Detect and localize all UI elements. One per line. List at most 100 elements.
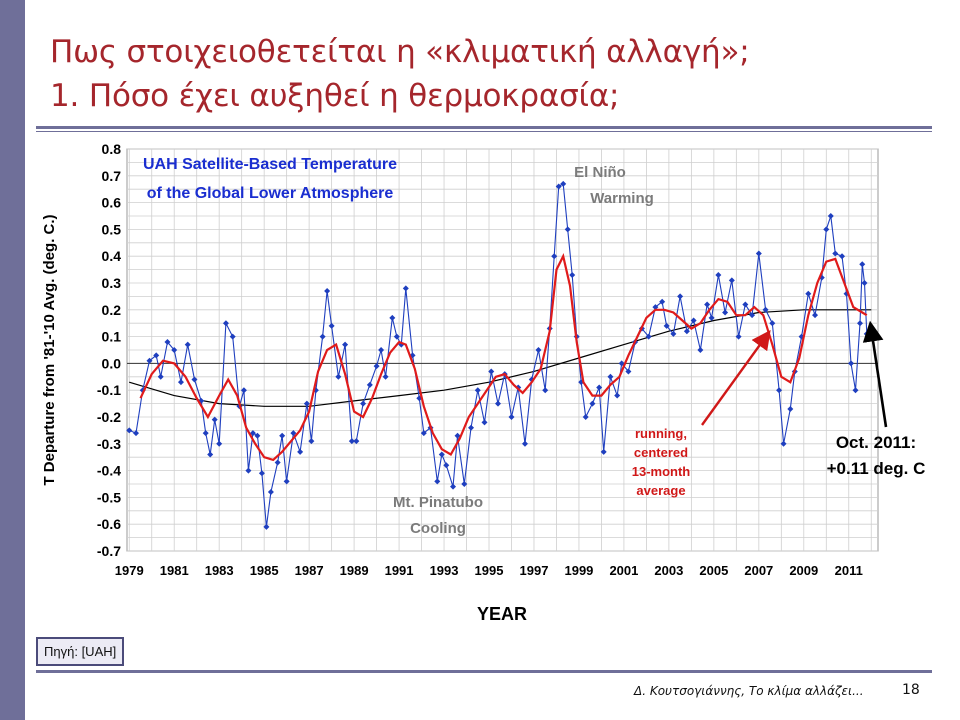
- monthly-point: [596, 384, 603, 391]
- y-tick-label: -0.4: [97, 463, 121, 479]
- y-tick-label: 0.8: [102, 141, 122, 157]
- y-tick-label: -0.2: [97, 409, 121, 425]
- monthly-point: [303, 400, 310, 407]
- x-tick-label: 2009: [789, 563, 818, 578]
- running-average-label-line-2: centered: [634, 445, 688, 460]
- y-tick-label: -0.1: [97, 382, 121, 398]
- monthly-point: [353, 438, 360, 445]
- monthly-point: [690, 317, 697, 324]
- y-tick-label: 0.3: [102, 275, 122, 291]
- monthly-point: [625, 368, 632, 375]
- running-average-arrow: [701, 330, 771, 426]
- y-tick-label: 0.7: [102, 168, 122, 184]
- x-tick-label: 1993: [430, 563, 459, 578]
- running-average-label-line-1: running,: [635, 426, 687, 441]
- monthly-point: [582, 414, 589, 420]
- monthly-point: [402, 285, 409, 292]
- monthly-point: [787, 405, 794, 412]
- monthly-point: [488, 368, 495, 375]
- x-tick-label: 1987: [295, 563, 324, 578]
- el-nino-label-line-2: Warming: [590, 190, 654, 207]
- monthly-point: [191, 376, 198, 383]
- monthly-point: [614, 392, 621, 399]
- monthly-point: [589, 400, 596, 407]
- monthly-point: [722, 309, 729, 316]
- y-tick-label: 0.0: [102, 355, 122, 371]
- x-tick-label: 1999: [564, 563, 593, 578]
- monthly-point: [823, 226, 830, 233]
- monthly-point: [438, 451, 445, 458]
- monthly-point: [157, 373, 164, 380]
- monthly-point: [715, 271, 722, 278]
- monthly-point: [776, 387, 783, 394]
- monthly-point: [780, 440, 787, 447]
- temperature-chart: 0.8 0.7 0.6 0.5 0.4 0.3 0.2 0.1 0.0 -0.1 -0.2 -0.3 -…: [41, 141, 926, 624]
- monthly-point: [389, 314, 396, 321]
- source-box: Πηγή: [UAH]: [36, 637, 125, 666]
- chart-title-line-2: of the Global Lower Atmosphere: [147, 185, 394, 202]
- monthly-point: [839, 253, 846, 260]
- x-tick-label: 1989: [340, 563, 369, 578]
- monthly-point: [859, 261, 866, 268]
- monthly-point: [812, 312, 819, 319]
- monthly-point: [245, 467, 252, 474]
- monthly-point: [348, 438, 355, 445]
- x-tick-label: 2001: [609, 563, 638, 578]
- x-tick-label: 1985: [250, 563, 279, 578]
- y-axis-label: T Departure from '81-'10 Avg. (deg. C.): [41, 214, 58, 485]
- monthly-point: [708, 314, 715, 321]
- monthly-point: [360, 400, 367, 407]
- monthly-point: [177, 379, 184, 386]
- x-tick-label: 1983: [205, 563, 234, 578]
- monthly-point: [769, 320, 776, 327]
- monthly-point: [555, 183, 562, 190]
- running-average-label-line-4: average: [636, 483, 685, 498]
- monthly-point: [267, 489, 274, 496]
- monthly-point: [861, 280, 868, 286]
- footer-text: Δ. Κουτσογιάννης, Το κλίμα αλλάζει...: [634, 684, 864, 698]
- monthly-point: [560, 180, 567, 187]
- monthly-point: [249, 430, 256, 437]
- x-tick-label: 2011: [835, 563, 863, 578]
- monthly-point: [468, 424, 475, 431]
- x-axis-label: YEAR: [477, 604, 527, 624]
- latest-value-label-line-2: +0.11 deg. C: [827, 459, 926, 478]
- monthly-point: [319, 333, 326, 340]
- monthly-point: [652, 304, 659, 311]
- monthly-point: [222, 320, 229, 327]
- monthly-point: [335, 373, 342, 380]
- y-tick-label: -0.7: [97, 543, 121, 559]
- chart-title-line-1: UAH Satellite-Based Temperature: [143, 156, 397, 173]
- pinatubo-label-line-1: Mt. Pinatubo: [393, 494, 483, 511]
- monthly-point: [495, 400, 502, 407]
- footer-divider: [36, 670, 932, 673]
- x-tick-label: 2005: [699, 563, 728, 578]
- monthly-point: [420, 430, 427, 437]
- monthly-point: [443, 462, 450, 469]
- monthly-point: [132, 430, 139, 437]
- y-tick-label: 0.1: [102, 329, 122, 345]
- y-tick-label: 0.4: [102, 248, 122, 264]
- slide-title-line-1: Πως στοιχειοθετείται η «κλιματική αλλαγή…: [50, 34, 750, 70]
- monthly-point: [663, 322, 670, 329]
- slide-title-line-2: 1. Πόσο έχει αυξηθεί η θερμοκρασία;: [50, 78, 620, 114]
- latest-value-label-line-1: Oct. 2011:: [836, 433, 916, 452]
- monthly-point: [474, 387, 481, 394]
- monthly-point: [535, 347, 542, 353]
- monthly-point: [508, 414, 515, 420]
- monthly-point: [279, 432, 286, 439]
- axes: 0.8 0.7 0.6 0.5 0.4 0.3 0.2 0.1 0.0 -0.1 -0.2 -0.3 -…: [97, 141, 878, 578]
- monthly-point: [607, 373, 614, 380]
- monthly-point: [551, 253, 558, 260]
- monthly-point: [857, 320, 864, 327]
- monthly-point: [146, 357, 153, 364]
- monthly-point: [164, 338, 171, 345]
- title-divider-thin: [36, 131, 932, 132]
- el-nino-label-line-1: El Niño: [574, 164, 626, 181]
- monthly-point: [229, 333, 236, 340]
- y-tick-label: -0.6: [97, 516, 121, 532]
- monthly-point: [373, 363, 380, 370]
- monthly-point: [645, 333, 652, 340]
- monthly-point: [569, 271, 576, 278]
- series: [126, 180, 888, 530]
